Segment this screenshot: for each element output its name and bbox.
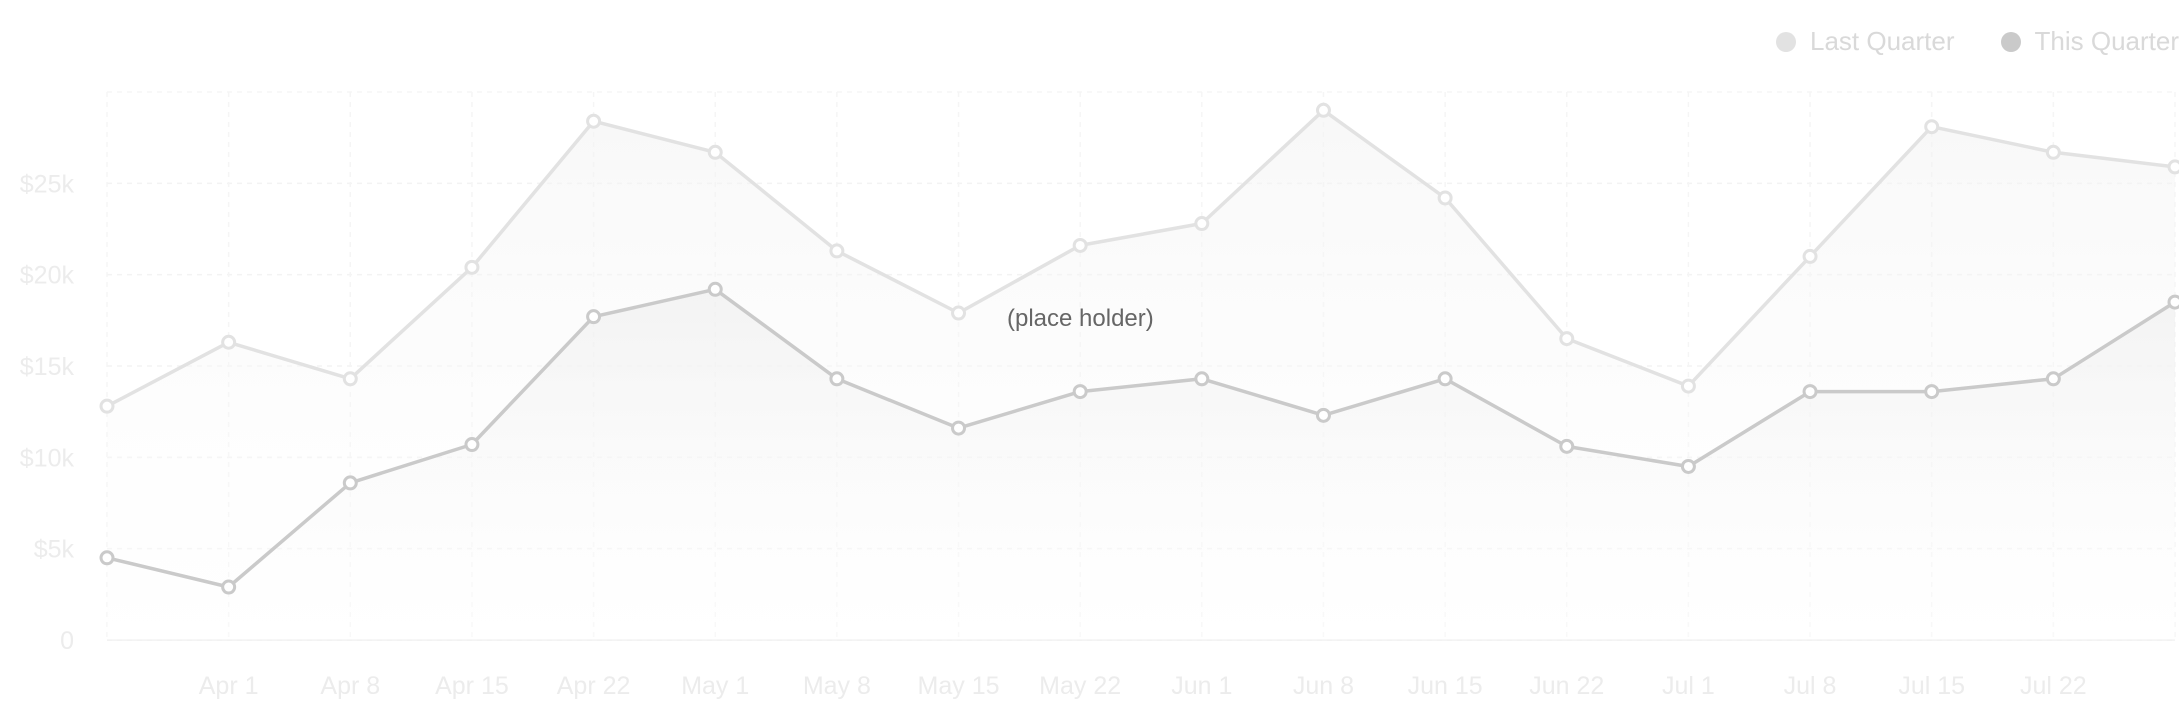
data-point-s0-16[interactable]: [2045, 144, 2061, 160]
data-point-s1-12[interactable]: [1559, 438, 1575, 454]
legend-dot-this-quarter: [2000, 31, 2021, 52]
data-point-s1-5[interactable]: [707, 281, 723, 297]
data-point-s0-3[interactable]: [464, 259, 480, 275]
data-point-s1-6[interactable]: [829, 371, 845, 387]
data-point-s0-17[interactable]: [2167, 159, 2179, 175]
y-axis-ticks: 0 $5k $10k $15k $20k $25k: [20, 170, 75, 655]
series-area-1: [107, 289, 2175, 640]
legend-label-this-quarter: This Quarter: [2034, 26, 2179, 56]
data-point-s1-2[interactable]: [342, 475, 358, 491]
data-point-s1-1[interactable]: [221, 579, 237, 595]
x-tick-label-1: Apr 1: [199, 672, 259, 700]
x-tick-label-3: Apr 15: [435, 672, 509, 700]
data-point-s1-14[interactable]: [1802, 384, 1818, 400]
data-point-s1-15[interactable]: [1924, 384, 1940, 400]
data-point-s1-13[interactable]: [1680, 458, 1696, 474]
data-point-s0-14[interactable]: [1802, 248, 1818, 264]
data-point-s0-5[interactable]: [707, 144, 723, 160]
series-lines: [106, 108, 2176, 589]
data-point-s1-4[interactable]: [586, 309, 602, 325]
data-point-s0-8[interactable]: [1072, 237, 1088, 253]
data-point-s0-1[interactable]: [221, 334, 237, 350]
legend-item-last-quarter[interactable]: Last Quarter: [1775, 26, 1955, 57]
legend-dot-last-quarter: [1775, 31, 1796, 52]
x-tick-label-6: May 8: [803, 672, 871, 700]
data-point-s0-13[interactable]: [1680, 378, 1696, 394]
x-tick-label-7: May 15: [918, 672, 1000, 700]
x-tick-label-8: May 22: [1039, 672, 1121, 700]
data-point-s0-2[interactable]: [342, 371, 358, 387]
series-areas: [107, 110, 2175, 641]
x-tick-label-11: Jun 15: [1408, 672, 1483, 700]
data-point-s1-7[interactable]: [951, 420, 967, 436]
series-line-1: [106, 287, 2176, 589]
x-tick-label-10: Jun 8: [1293, 672, 1354, 700]
x-tick-label-15: Jul 15: [1898, 672, 1965, 700]
data-point-s0-0[interactable]: [99, 398, 115, 414]
data-point-s0-11[interactable]: [1437, 190, 1453, 206]
x-tick-label-14: Jul 8: [1784, 672, 1837, 700]
x-tick-label-13: Jul 1: [1662, 672, 1715, 700]
y-tick-label-1: $5k: [34, 536, 75, 564]
series-line-0: [106, 108, 2176, 408]
data-point-s1-17[interactable]: [2167, 294, 2179, 310]
placeholder-annotation: (place holder): [1007, 305, 1154, 332]
y-tick-label-2: $10k: [20, 444, 75, 472]
data-point-s0-10[interactable]: [1315, 102, 1331, 118]
data-point-s0-7[interactable]: [951, 305, 967, 321]
x-tick-label-16: Jul 22: [2020, 672, 2087, 700]
x-tick-label-5: May 1: [681, 672, 749, 700]
x-axis-ticks: Apr 1 Apr 8 Apr 15 Apr 22 May 1 May 8 May 15 Ma…: [199, 672, 2087, 700]
y-tick-label-0: 0: [60, 627, 74, 655]
data-point-s1-11[interactable]: [1437, 371, 1453, 387]
series-points: [99, 102, 2179, 595]
data-point-s1-10[interactable]: [1315, 407, 1331, 423]
data-point-s0-12[interactable]: [1559, 331, 1575, 347]
x-tick-label-2: Apr 8: [320, 672, 380, 700]
data-point-s1-0[interactable]: [99, 550, 115, 566]
data-point-s0-9[interactable]: [1194, 216, 1210, 232]
data-point-s0-6[interactable]: [829, 243, 845, 259]
data-point-s0-4[interactable]: [586, 113, 602, 129]
data-point-s1-16[interactable]: [2045, 371, 2061, 387]
y-tick-label-4: $20k: [20, 262, 75, 290]
data-point-s1-9[interactable]: [1194, 371, 1210, 387]
x-tick-label-9: Jun 1: [1171, 672, 1232, 700]
data-point-s1-3[interactable]: [464, 437, 480, 453]
data-point-s0-15[interactable]: [1924, 119, 1940, 135]
x-tick-label-4: Apr 22: [557, 672, 631, 700]
chart-legend: Last Quarter This Quarter: [1775, 26, 2179, 57]
y-tick-label-5: $25k: [20, 170, 75, 198]
legend-item-this-quarter[interactable]: This Quarter: [2000, 26, 2179, 57]
legend-label-last-quarter: Last Quarter: [1809, 26, 1955, 56]
data-point-s1-8[interactable]: [1072, 384, 1088, 400]
y-tick-label-3: $15k: [20, 353, 75, 381]
x-tick-label-12: Jun 22: [1529, 672, 1604, 700]
